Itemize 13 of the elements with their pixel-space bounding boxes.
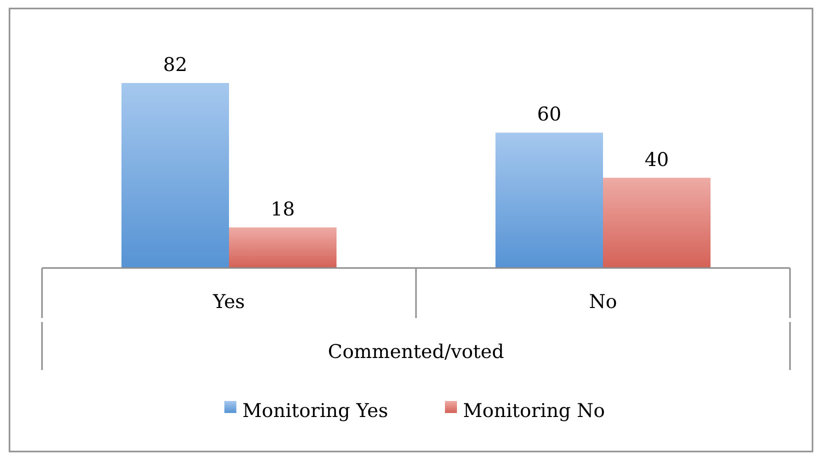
bar	[121, 83, 229, 268]
data-label: 18	[270, 198, 295, 220]
bar	[603, 178, 711, 268]
bar	[229, 227, 337, 268]
bar	[495, 132, 603, 268]
x-tick-label: No	[588, 291, 618, 313]
legend-label: Monitoring No	[462, 400, 605, 422]
data-label: 40	[644, 148, 669, 171]
x-axis-title: Commented/voted	[328, 341, 504, 363]
legend-label: Monitoring Yes	[242, 400, 388, 422]
x-tick-label: Yes	[212, 291, 245, 313]
data-label: 60	[537, 104, 562, 126]
data-label: 82	[163, 54, 188, 76]
